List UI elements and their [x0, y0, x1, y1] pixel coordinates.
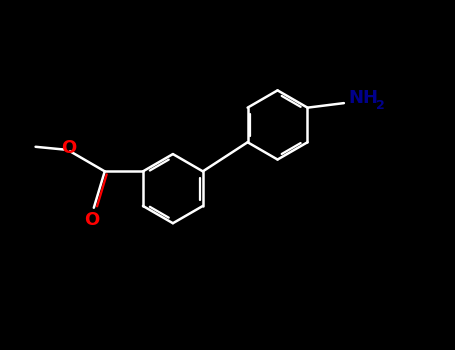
Text: O: O: [61, 139, 77, 157]
Text: O: O: [84, 211, 100, 230]
Text: 2: 2: [376, 99, 384, 112]
Text: NH: NH: [349, 89, 379, 107]
